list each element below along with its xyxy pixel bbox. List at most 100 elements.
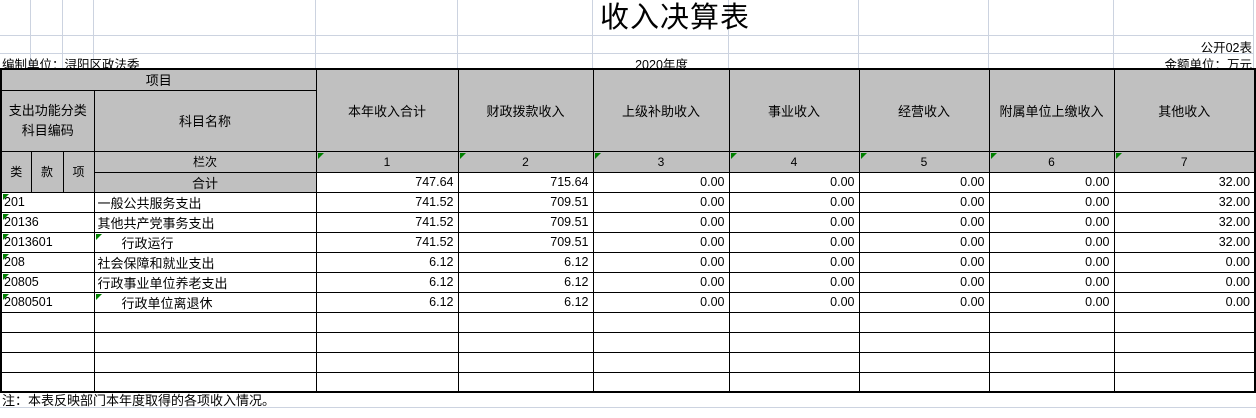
cell-value[interactable]: 0.00 [592,251,730,273]
header-function-code-group[interactable]: 支出功能分类 科目编码 [0,89,95,152]
cell-value[interactable]: 0.00 [858,211,990,233]
cell-subject-name[interactable] [93,351,317,373]
cell-value[interactable] [315,351,459,373]
cell-value[interactable]: 0.00 [988,211,1115,233]
cell-value[interactable]: 6.12 [315,271,459,293]
column-number-cell[interactable]: 2 [457,150,594,173]
cell-value[interactable]: 0.00 [858,271,990,293]
cell-function-code[interactable]: 208 [0,251,95,273]
cell-value[interactable] [457,311,594,333]
cell-subject-name[interactable] [93,371,317,393]
header-project[interactable]: 项目 [0,68,317,91]
cell-value[interactable]: 0.00 [858,251,990,273]
column-header-business-income[interactable]: 事业收入 [728,68,860,152]
column-header-operating-income[interactable]: 经营收入 [858,68,990,152]
cell-value[interactable]: 0.00 [858,171,990,193]
cell-value[interactable]: 6.12 [457,251,594,273]
cell-value[interactable] [592,311,730,333]
header-lanci[interactable]: 栏次 [93,150,317,173]
column-number-cell[interactable]: 5 [858,150,990,173]
cell-value[interactable]: 0.00 [592,271,730,293]
cell-value[interactable] [988,331,1115,353]
cell-value[interactable] [858,371,990,393]
cell-value[interactable] [988,351,1115,373]
cell-value[interactable]: 0.00 [988,191,1115,213]
cell-value[interactable] [315,331,459,353]
cell-value[interactable]: 0.00 [858,231,990,253]
cell-value[interactable]: 32.00 [1113,231,1256,253]
cell-value[interactable]: 0.00 [592,191,730,213]
header-code-xiang[interactable]: 项 [62,150,95,193]
cell-subject-name[interactable]: 行政事业单位养老支出 [93,271,317,293]
cell-value[interactable] [728,351,860,373]
cell-value[interactable]: 0.00 [988,251,1115,273]
cell-function-code[interactable]: 20805 [0,271,95,293]
cell-value[interactable]: 0.00 [1113,271,1256,293]
cell-value[interactable] [858,331,990,353]
header-subject-name[interactable]: 科目名称 [93,89,317,152]
column-number-cell[interactable]: 7 [1113,150,1256,173]
cell-value[interactable] [315,371,459,393]
cell-function-code[interactable]: 2013601 [0,231,95,253]
cell-value[interactable] [315,311,459,333]
cell-value[interactable]: 6.12 [457,291,594,313]
cell-value[interactable] [457,371,594,393]
cell-subject-name[interactable]: 社会保障和就业支出 [93,251,317,273]
cell-function-code[interactable]: 201 [0,191,95,213]
cell-value[interactable]: 0.00 [728,291,860,313]
column-header-fiscal-appropriation[interactable]: 财政拨款收入 [457,68,594,152]
cell-function-code[interactable] [0,331,95,353]
cell-function-code[interactable] [0,311,95,333]
cell-value[interactable]: 741.52 [315,211,459,233]
cell-value[interactable] [592,351,730,373]
cell-value[interactable]: 709.51 [457,211,594,233]
cell-value[interactable]: 32.00 [1113,191,1256,213]
cell-value[interactable]: 0.00 [1113,251,1256,273]
cell-value[interactable]: 32.00 [1113,171,1256,193]
header-code-lei[interactable]: 类 [0,150,32,193]
cell-value[interactable] [858,351,990,373]
cell-value[interactable] [1113,331,1256,353]
cell-value[interactable] [457,331,594,353]
cell-value[interactable]: 0.00 [728,251,860,273]
cell-value[interactable]: 32.00 [1113,211,1256,233]
cell-value[interactable]: 709.51 [457,191,594,213]
cell-value[interactable]: 0.00 [988,271,1115,293]
cell-value[interactable] [988,311,1115,333]
cell-function-code[interactable]: 2080501 [0,291,95,313]
cell-value[interactable]: 0.00 [988,231,1115,253]
cell-value[interactable] [988,371,1115,393]
cell-value[interactable] [728,311,860,333]
column-number-cell[interactable]: 1 [315,150,459,173]
cell-value[interactable] [1113,371,1256,393]
column-number-cell[interactable]: 4 [728,150,860,173]
cell-value[interactable]: 741.52 [315,191,459,213]
cell-value[interactable]: 741.52 [315,231,459,253]
cell-value[interactable] [457,351,594,373]
cell-value[interactable]: 747.64 [315,171,459,193]
cell-subject-name[interactable]: 行政单位离退休 [93,291,317,313]
column-header-subordinate-unit-income[interactable]: 附属单位上缴收入 [988,68,1115,152]
column-header-other-income[interactable]: 其他收入 [1113,68,1256,152]
column-number-cell[interactable]: 6 [988,150,1115,173]
cell-value[interactable] [592,371,730,393]
cell-value[interactable]: 0.00 [592,291,730,313]
cell-function-code[interactable] [0,351,95,373]
cell-value[interactable] [1113,311,1256,333]
cell-value[interactable]: 6.12 [315,291,459,313]
cell-value[interactable]: 0.00 [858,291,990,313]
cell-subject-name[interactable]: 其他共产党事务支出 [93,211,317,233]
cell-value[interactable] [592,331,730,353]
cell-value[interactable] [728,371,860,393]
column-number-cell[interactable]: 3 [592,150,730,173]
cell-subject-name[interactable]: 行政运行 [93,231,317,253]
header-code-kuan[interactable]: 款 [30,150,64,193]
cell-value[interactable]: 0.00 [728,171,860,193]
column-header-superior-subsidy[interactable]: 上级补助收入 [592,68,730,152]
cell-value[interactable]: 0.00 [858,191,990,213]
cell-function-code[interactable] [0,371,95,393]
column-header-total-income[interactable]: 本年收入合计 [315,68,459,152]
cell-value[interactable]: 709.51 [457,231,594,253]
total-label[interactable]: 合计 [93,171,317,193]
cell-value[interactable]: 0.00 [988,291,1115,313]
